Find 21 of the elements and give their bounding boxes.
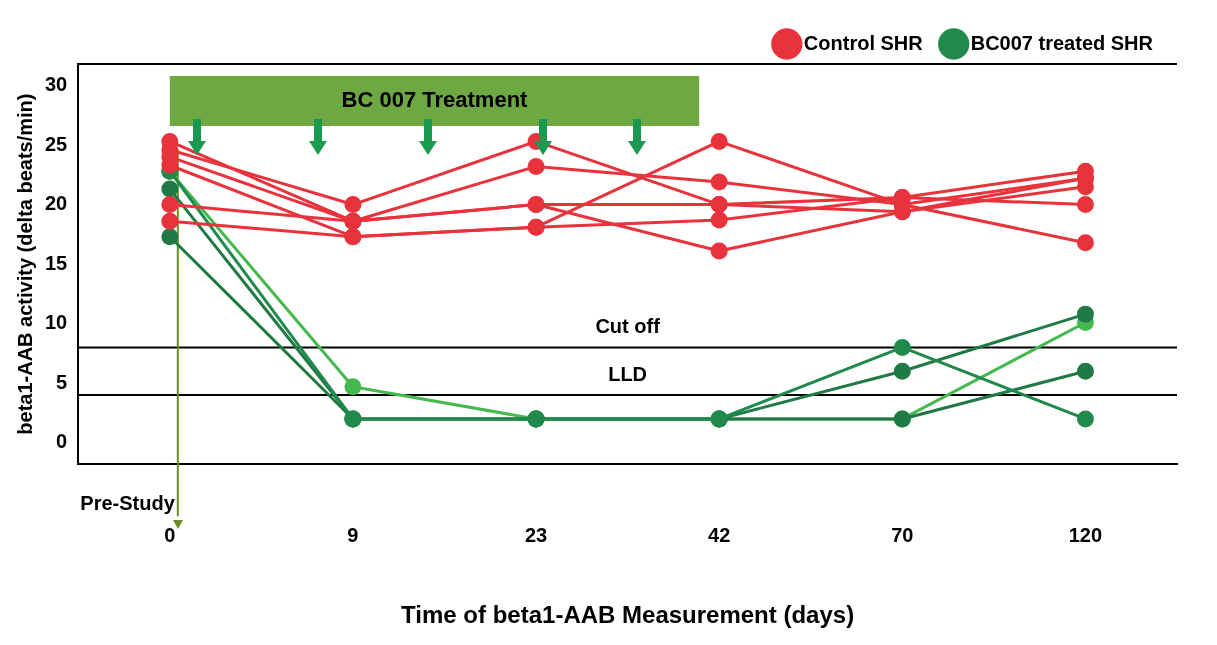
legend-label: BC007 treated SHR xyxy=(970,31,1154,54)
x-axis-title: Time of beta1-AAB Measurement (days) xyxy=(401,601,855,629)
text: Pre-Study xyxy=(80,491,176,514)
ref-line-label: LLD xyxy=(608,362,648,385)
legend-label: Control SHR xyxy=(803,31,924,54)
x-tick-label: 42 xyxy=(708,523,731,546)
ref-line-label: Cut off xyxy=(595,314,661,337)
y-tick-label: 10 xyxy=(45,311,68,334)
y-tick-label: 5 xyxy=(56,370,68,393)
x-tick-label: 120 xyxy=(1068,523,1103,546)
y-tick-label: 0 xyxy=(56,430,68,453)
y-axis-title: beta1-AAB activity (delta beats/min) xyxy=(13,93,36,435)
x-tick-label: 23 xyxy=(524,523,548,546)
band-label: BC 007 Treatment xyxy=(341,87,529,113)
x-tick-label: 0 xyxy=(164,523,176,546)
y-tick-label: 20 xyxy=(45,192,68,215)
y-tick-label: 30 xyxy=(45,72,68,95)
x-tick-label: 70 xyxy=(891,523,914,546)
y-tick-label: 25 xyxy=(45,132,68,155)
x-tick-label: 9 xyxy=(347,523,359,546)
y-tick-label: 15 xyxy=(45,251,68,274)
